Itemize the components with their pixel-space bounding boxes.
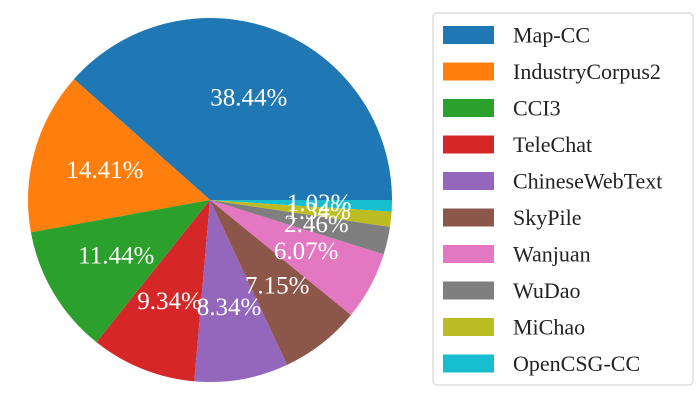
legend-label-wudao: WuDao [513,278,581,303]
legend-label-opencsg-cc: OpenCSG-CC [513,351,640,376]
pct-label-chinesewebtext: 8.34% [197,294,262,321]
pct-label-cci3: 11.44% [78,242,154,269]
slice-opencsg-cc [210,200,392,212]
legend-label-michao: MiChao [513,315,585,340]
slice-industrycorpus2 [27,79,211,233]
legend-frame [432,12,694,386]
legend-swatch-industrycorpus2 [443,62,494,81]
slice-chinesewebtext [194,200,288,382]
pct-label-industrycorpus2: 14.41% [66,157,143,184]
legend-swatch-wudao [443,281,494,300]
legend-label-telechat: TeleChat [513,132,592,157]
pct-label-telechat: 9.34% [137,288,202,315]
legend-label-industrycorpus2: IndustryCorpus2 [513,59,661,84]
slice-telechat [96,200,210,382]
pct-label-michao: 1.34% [286,198,351,225]
legend-label-skypile: SkyPile [513,205,581,230]
pct-label-skypile: 7.15% [245,273,310,300]
legend-label-cci3: CCI3 [513,96,561,121]
legend-label-chinesewebtext: ChineseWebText [513,169,662,194]
slice-map-cc [73,17,393,201]
pct-label-opencsg-cc: 1.02% [287,190,352,217]
legend-swatch-michao [443,318,494,336]
legend-swatch-skypile [443,208,494,227]
legend-label-wanjuan: Wanjuan [513,242,591,267]
slice-wudao [210,200,391,255]
legend-label-map-cc: Map-CC [513,23,590,48]
slice-wanjuan [210,200,384,316]
slice-skypile [210,200,352,365]
legend-swatch-cci3 [443,99,494,117]
pie-slices [27,17,393,382]
legend-swatch-map-cc [443,26,494,44]
pct-label-wudao: 2.46% [284,211,349,238]
pct-label-map-cc: 38.44% [210,84,287,111]
legend-swatch-telechat [443,135,494,154]
legend-swatch-wanjuan [443,245,494,263]
slice-cci3 [30,200,211,343]
legend-items: Map-CC IndustryCorpus2 CCI3 TeleChat Chinese… [443,23,662,376]
slice-michao [210,200,392,227]
legend: Map-CC IndustryCorpus2 CCI3 TeleChat Chinese… [432,12,694,386]
legend-swatch-chinesewebtext [443,172,494,190]
pct-label-wanjuan: 6.07% [274,238,339,265]
legend-swatch-opencsg-cc [443,354,494,373]
pie-percent-labels: 38.44% 14.41% 11.44% 9.34%8.34%7.15% 6.07%2.… [66,84,351,321]
